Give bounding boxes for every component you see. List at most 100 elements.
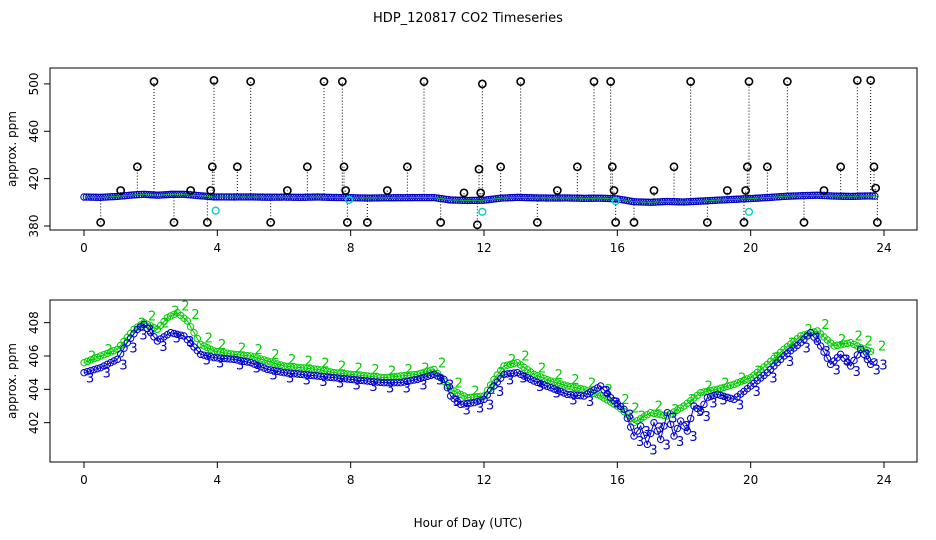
series-3-digit: 3 [203, 353, 211, 368]
series-3-point [560, 389, 568, 397]
x-tick-label: 16 [610, 241, 625, 255]
series-2-digit: 2 [371, 363, 379, 378]
bottom-panel-axes: 0 4 8 12 16 20 24 402 404 406 408 [27, 311, 892, 487]
series-2-point [800, 331, 808, 339]
spike-point [116, 186, 126, 195]
series-2-point [260, 356, 268, 364]
x-tick-label: 0 [80, 473, 88, 487]
series-2-digit: 2 [88, 350, 96, 365]
cyan-point [478, 207, 487, 216]
spike-point [474, 164, 484, 174]
series-2-point [103, 349, 112, 358]
series-2-point [256, 355, 265, 363]
spike-point [209, 75, 219, 85]
spike-point [669, 162, 679, 172]
series-2-digit: 2 [788, 336, 796, 351]
spike-point [611, 218, 621, 227]
series-2-digit: 2 [455, 376, 463, 391]
series-3-point [260, 364, 268, 372]
y-tick-label: 406 [27, 345, 41, 368]
series-2-point [186, 323, 195, 331]
series-2-point [726, 381, 735, 390]
series-3-point [663, 408, 672, 417]
series-3-point [196, 350, 205, 359]
series-3-point [176, 331, 185, 339]
series-3-digit: 3 [536, 380, 544, 395]
x-tick-label: 12 [476, 241, 491, 255]
series-2-digit: 2 [148, 310, 156, 325]
x-axis-label: Hour of Day (UTC) [414, 516, 523, 530]
series-3-point [166, 328, 175, 337]
series-2-point [573, 384, 582, 392]
series-2-digit: 2 [121, 336, 129, 351]
series-3-digit: 3 [173, 332, 181, 347]
series-3-point [870, 358, 878, 366]
series-3-digit: 3 [626, 408, 634, 423]
series-2-point [866, 347, 875, 356]
spike-point [149, 77, 159, 86]
series-3-digit: 3 [519, 372, 527, 387]
series-2-point [810, 328, 818, 336]
series-2-point [650, 409, 658, 418]
series-3-point [816, 342, 825, 350]
series-3-digit: 3 [879, 358, 887, 373]
series-3-point [83, 367, 92, 376]
series-2-digit: 2 [821, 318, 829, 333]
series-2-digit: 2 [161, 316, 169, 331]
series-2-point [656, 410, 665, 419]
series-2-point [743, 375, 752, 383]
series-2-digit: 2 [498, 366, 506, 381]
series-3-digit: 3 [863, 348, 871, 363]
series-3-digit: 3 [786, 355, 794, 370]
series-3-point [530, 377, 538, 385]
top-panel-frame [49, 67, 918, 231]
series-2-point [570, 383, 578, 392]
series-3-point [253, 361, 262, 370]
series-3-digit: 3 [86, 372, 94, 387]
series-3-digit: 3 [386, 382, 394, 397]
series-2-point [840, 340, 848, 348]
series-3-digit: 3 [703, 410, 711, 425]
series-2-digit: 2 [838, 333, 846, 348]
series-3-point [203, 352, 212, 360]
spike-point [629, 218, 639, 227]
series-3-digit: 3 [269, 368, 277, 383]
series-3-point [476, 396, 485, 405]
series-3-point [706, 392, 715, 401]
series-3-point [673, 424, 682, 433]
series-3-point [633, 427, 642, 435]
spike-point [552, 186, 562, 195]
spike-point [607, 162, 617, 172]
series-3-point [410, 376, 418, 384]
series-2-digit: 2 [631, 401, 639, 416]
series-3-digit: 3 [303, 373, 311, 388]
series-2-digit: 2 [205, 331, 213, 346]
spike-point [836, 162, 846, 172]
series-3-point [623, 414, 632, 422]
series-2-point [503, 361, 512, 369]
series-3-point [556, 387, 565, 396]
series-2-digit: 2 [638, 410, 646, 425]
series-3-point [246, 358, 255, 367]
series-3-point [90, 365, 98, 374]
series-2-point [740, 376, 748, 385]
series-3-point [413, 375, 422, 384]
spike-point [337, 77, 347, 86]
spike-point [186, 186, 196, 195]
spike-point [869, 162, 879, 172]
series-2-digit: 2 [421, 361, 429, 376]
series-3-point [470, 398, 478, 407]
series-3-digit: 3 [446, 378, 454, 393]
series-3-digit: 3 [753, 385, 761, 400]
series-3-point [850, 356, 858, 365]
series-3-point [543, 382, 552, 391]
series-3-point [273, 367, 282, 376]
series-2-point [830, 342, 838, 350]
series-3-point [676, 417, 685, 425]
series-2-point [110, 346, 118, 355]
series-3-digit: 3 [656, 422, 664, 437]
series-3-point [726, 394, 735, 403]
spike-point [246, 77, 256, 86]
series-3-digit: 3 [253, 362, 261, 377]
series-3-digit: 3 [586, 395, 594, 410]
